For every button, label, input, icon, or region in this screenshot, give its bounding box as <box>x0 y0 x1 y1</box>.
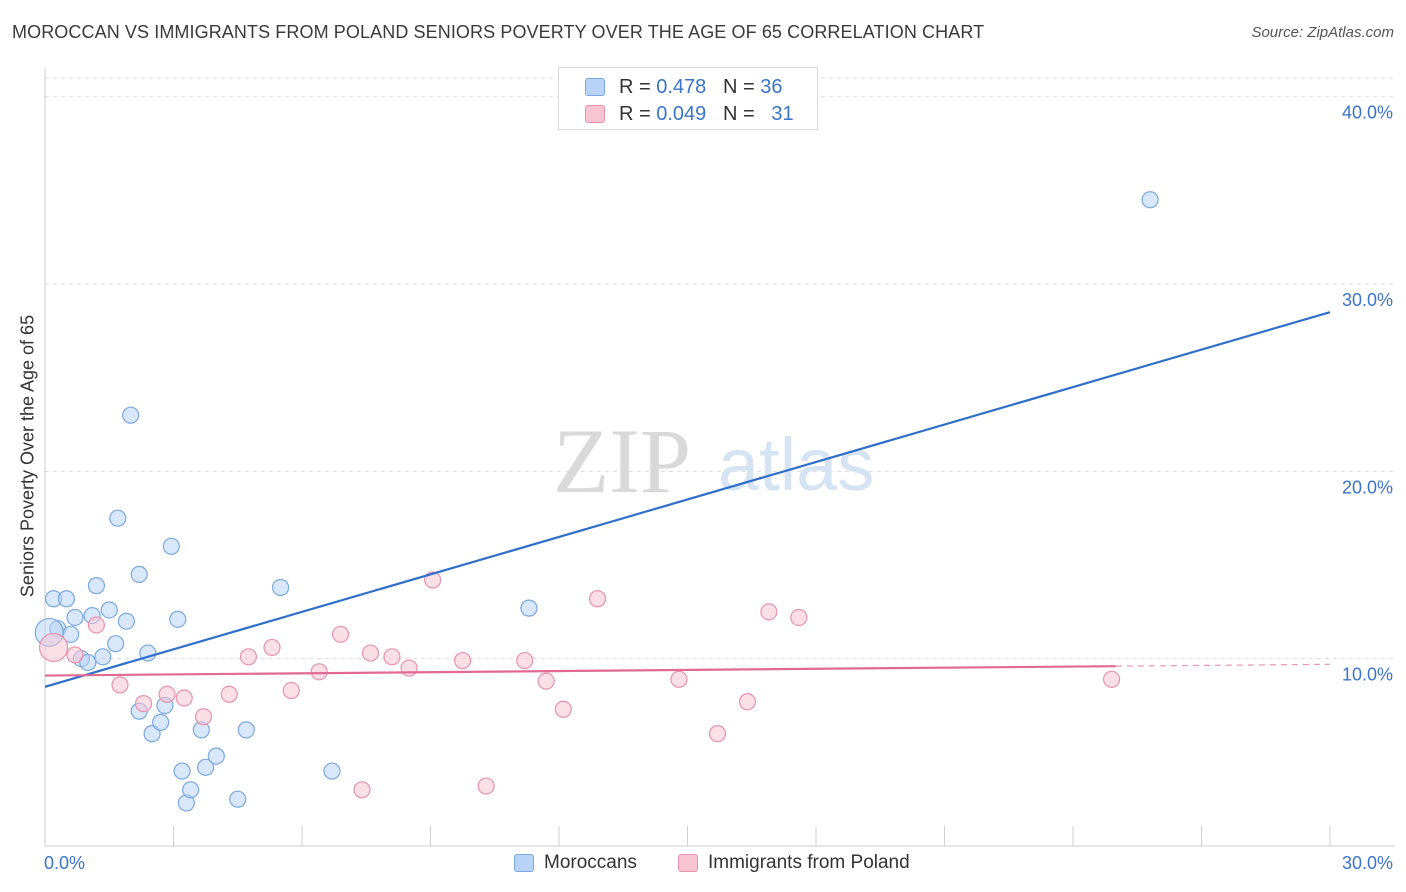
poland-point <box>263 638 281 657</box>
y-tick-label: 10.0% <box>1342 665 1393 685</box>
poland-point <box>66 646 84 664</box>
tick-labels: 10.0% 20.0% 30.0% 40.0% 0.0% 30.0% <box>44 103 1393 873</box>
moroccans-point <box>1141 191 1159 209</box>
moroccans-point <box>237 721 255 739</box>
poland-point <box>588 590 607 608</box>
gridlines <box>45 77 1395 660</box>
poland-point <box>554 700 572 718</box>
poland-point <box>87 616 106 634</box>
legend-r-value: 0.049 <box>656 103 707 125</box>
bottom-legend-swatch-blue <box>514 854 534 872</box>
poland-point <box>670 670 688 688</box>
bottom-legend-label: Immigrants from Poland <box>708 852 910 873</box>
legend-n-value: 36 <box>760 76 783 98</box>
axes <box>44 68 1395 847</box>
poland-point <box>158 685 176 703</box>
legend-n-value: 31 <box>771 103 794 125</box>
moroccans-trend-line <box>44 311 1331 688</box>
poland-point <box>310 663 328 681</box>
poland-point <box>477 777 495 795</box>
poland-trend-line <box>44 665 1116 677</box>
data-points <box>34 191 1159 812</box>
y-tick-label: 30.0% <box>1342 290 1393 310</box>
poland-point <box>537 672 555 690</box>
moroccans-point <box>207 747 225 765</box>
x-tick-label: 0.0% <box>44 853 85 873</box>
poland-point <box>1102 670 1121 688</box>
poland-point <box>111 676 129 694</box>
poland-point <box>220 685 238 703</box>
poland-point <box>239 648 258 666</box>
poland-point <box>38 632 69 663</box>
moroccans-point <box>152 713 170 731</box>
moroccans-point <box>94 648 112 666</box>
chart-title: MOROCCAN VS IMMIGRANTS FROM POLAND SENIO… <box>12 22 985 42</box>
bottom-legend-swatch-pink <box>678 854 698 872</box>
moroccans-point <box>323 762 341 780</box>
moroccans-point <box>87 577 106 595</box>
moroccans-point <box>79 653 97 672</box>
y-tick-label: 40.0% <box>1342 103 1393 123</box>
moroccans-point <box>57 590 76 608</box>
legend-r-label: R = <box>619 103 657 125</box>
poland-point <box>738 693 757 711</box>
poland-trend-extension <box>1115 663 1331 667</box>
legend-swatch-blue <box>585 78 605 96</box>
poland-point <box>790 608 808 627</box>
moroccans-point <box>229 790 247 808</box>
trend-lines <box>44 311 1331 688</box>
legend-r-value: 0.478 <box>656 76 707 98</box>
moroccans-point <box>109 509 127 527</box>
moroccans-point <box>130 565 148 583</box>
moroccans-point <box>107 635 125 653</box>
moroccans-point <box>162 537 180 555</box>
legend-swatch-pink <box>585 105 605 123</box>
poland-point <box>353 781 371 799</box>
legend-n-label: N = <box>722 103 761 125</box>
x-tick-label: 30.0% <box>1342 853 1393 873</box>
moroccans-point <box>117 612 135 630</box>
moroccans-point <box>66 608 84 627</box>
poland-point <box>708 725 727 743</box>
legend-text: R = 0.478 N = 36 <box>619 76 782 99</box>
watermark-zip: ZIP <box>553 410 691 512</box>
poland-point <box>194 708 213 726</box>
moroccans-point <box>182 781 200 799</box>
watermark: ZIP atlas <box>553 410 874 512</box>
watermark-atlas: atlas <box>718 423 874 506</box>
legend-n-label: N = <box>722 76 761 98</box>
moroccans-point <box>271 578 290 597</box>
correlation-legend: R = 0.478 N = 36 R = 0.049 N = 31 <box>558 67 818 130</box>
poland-point <box>400 659 418 677</box>
poland-point <box>383 648 401 666</box>
legend-text: R = 0.049 N = 31 <box>619 103 794 126</box>
poland-point <box>361 644 380 662</box>
moroccans-point <box>100 601 118 619</box>
bottom-legend-label: Moroccans <box>544 852 637 873</box>
moroccans-point <box>197 758 215 776</box>
poland-point <box>331 625 350 643</box>
poland-point <box>454 651 472 670</box>
poland-point <box>760 603 778 621</box>
poland-point <box>516 651 534 670</box>
moroccans-point <box>169 610 187 628</box>
poland-point <box>282 681 300 700</box>
poland-point <box>134 695 153 713</box>
source-note: Source: ZipAtlas.com <box>1251 24 1394 41</box>
legend-r-label: R = <box>619 76 657 98</box>
moroccans-point <box>520 599 538 617</box>
y-tick-label: 20.0% <box>1342 477 1393 497</box>
poland-point <box>175 689 193 707</box>
moroccans-point <box>173 762 191 780</box>
moroccans-point <box>122 406 140 424</box>
